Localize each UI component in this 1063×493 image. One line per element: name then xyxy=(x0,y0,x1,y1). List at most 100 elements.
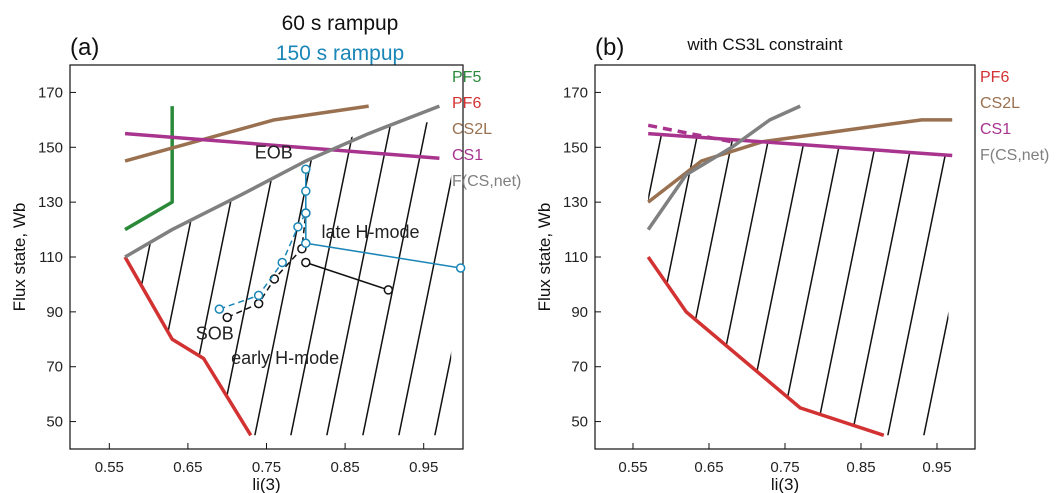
trajectory-marker xyxy=(301,257,311,268)
legend-entry-cs2l: CS2L xyxy=(980,95,1020,112)
hatch-line xyxy=(790,0,885,459)
hatch-region xyxy=(0,0,949,459)
x-axis-title: li(3) xyxy=(252,475,280,493)
axes-frame xyxy=(594,64,976,450)
hatch-line xyxy=(199,0,294,459)
x-tick-label: 0.55 xyxy=(618,459,647,476)
hatch-line xyxy=(648,133,691,436)
y-tick-label: 110 xyxy=(564,249,588,266)
hatch-line xyxy=(646,0,741,459)
hatch-line xyxy=(321,119,418,436)
y-tick-label: 50 xyxy=(46,414,63,431)
series-line-cs1 xyxy=(124,131,440,161)
trajectory-60s-late xyxy=(305,261,389,291)
hatch-line xyxy=(55,0,150,459)
y-tick-label: 130 xyxy=(563,194,588,211)
legend-entry-pf5: PF5 xyxy=(452,69,481,86)
series-line-cs2l xyxy=(124,104,369,163)
series-line-cs2l xyxy=(647,118,953,204)
trajectory-marker xyxy=(214,304,225,314)
trajectory-marker xyxy=(293,222,303,232)
hatch-line xyxy=(718,0,813,459)
hatch-line xyxy=(429,119,452,436)
hatch-line xyxy=(648,133,655,436)
hatch-line xyxy=(574,0,669,459)
legend-entry-pf6: PF6 xyxy=(980,69,1009,86)
hatch-line xyxy=(666,133,763,436)
x-tick-label: 0.85 xyxy=(846,459,875,476)
y-tick-label: 70 xyxy=(46,359,63,376)
hatch-line xyxy=(898,0,993,459)
legend-entry-cs1: CS1 xyxy=(980,121,1011,138)
series-line-pf5 xyxy=(124,106,174,232)
y-axis-title: Flux state, Wb xyxy=(535,203,554,312)
hatch-line xyxy=(826,0,921,459)
series-line-pf6 xyxy=(646,256,885,437)
legend-entry-cs2l: CS2L xyxy=(452,121,492,138)
y-tick-label: 70 xyxy=(571,359,588,376)
y-tick-label: 50 xyxy=(571,414,588,431)
hatch-line xyxy=(235,0,330,459)
trajectory-150s xyxy=(219,169,307,310)
hatch-line xyxy=(918,133,949,436)
series-line-f-cs-net- xyxy=(124,104,441,259)
y-axis-title: Flux state, Wb xyxy=(10,203,29,312)
hatch-line xyxy=(610,0,705,459)
hatch-line xyxy=(393,119,452,436)
hatch-line xyxy=(163,0,258,459)
hatch-line xyxy=(125,119,202,436)
x-tick-label: 0.95 xyxy=(409,459,438,476)
legend-entry-f-cs-net-: F(CS,net) xyxy=(980,147,1049,164)
hatch-line xyxy=(213,119,310,436)
hatch-line xyxy=(882,133,949,436)
hatch-line xyxy=(846,133,943,436)
hatch-line xyxy=(862,0,957,459)
y-tick-label: 150 xyxy=(563,139,588,156)
hatch-line xyxy=(648,133,727,436)
legend-entry-cs1: CS1 xyxy=(452,147,483,164)
hatch-region xyxy=(125,0,1063,459)
hatch-line xyxy=(810,133,907,436)
x-tick-label: 0.65 xyxy=(173,459,202,476)
hatch-line xyxy=(754,0,849,459)
hatch-line xyxy=(177,119,274,436)
annotation-eob: EOB xyxy=(255,142,293,162)
hatch-line xyxy=(125,119,166,436)
hatch-line xyxy=(1042,0,1063,459)
legend-entry-pf6: PF6 xyxy=(452,95,481,112)
trajectory-marker xyxy=(253,298,264,309)
trajectory-marker xyxy=(277,257,287,268)
hatch-line xyxy=(357,119,452,436)
annotation-late-h-mode: late H-mode xyxy=(322,222,420,242)
series-line-f-cs-net- xyxy=(646,104,801,231)
y-tick-label: 150 xyxy=(38,139,63,156)
series-line-cs1 xyxy=(648,131,953,158)
trajectory-marker xyxy=(301,164,311,174)
x-tick-label: 0.95 xyxy=(922,459,951,476)
trajectory-marker xyxy=(222,312,232,323)
trajectory-marker xyxy=(301,186,311,196)
y-tick-label: 170 xyxy=(38,84,63,101)
panel-label: (a) xyxy=(70,34,99,61)
x-tick-label: 0.55 xyxy=(95,459,124,476)
trajectory-marker xyxy=(455,263,466,273)
trajectory-marker xyxy=(301,238,311,249)
series-line-pf6 xyxy=(123,256,253,437)
panel-label: (b) xyxy=(595,34,624,61)
hatch-line xyxy=(682,0,777,459)
hatch-line xyxy=(0,0,6,459)
x-axis-title: li(3) xyxy=(771,475,799,493)
x-tick-label: 0.75 xyxy=(770,459,799,476)
trajectory-marker xyxy=(253,290,264,301)
title-60s-rampup: 60 s rampup xyxy=(282,12,399,35)
trajectory-marker xyxy=(301,208,311,218)
trajectory-marker xyxy=(383,285,394,295)
y-tick-label: 110 xyxy=(39,249,63,266)
trajectory-150s-late xyxy=(305,242,461,269)
annotation-sob: SOB xyxy=(196,323,234,343)
title-150s-rampup: 150 s rampup xyxy=(276,42,404,65)
hatch-line xyxy=(774,133,871,436)
